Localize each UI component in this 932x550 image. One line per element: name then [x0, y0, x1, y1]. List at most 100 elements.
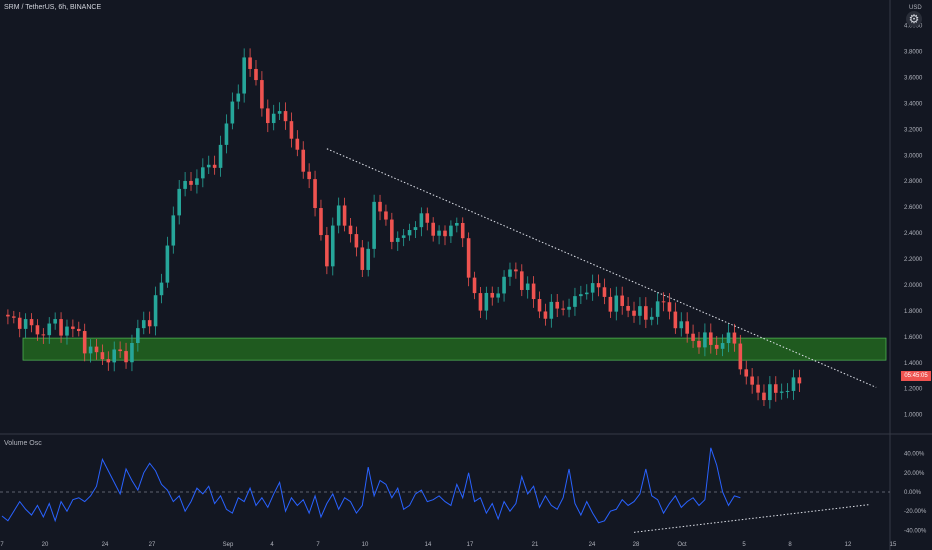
candle-body [271, 113, 276, 124]
candle-body [490, 292, 495, 298]
y-tick-label: 2.6000 [904, 205, 923, 211]
x-tick-label: 24 [589, 542, 596, 548]
candle-body [537, 299, 542, 312]
candle-body [360, 247, 365, 270]
x-tick-label: 20 [42, 542, 49, 548]
candle-body [348, 225, 353, 235]
candle-body [590, 283, 595, 293]
x-tick-label: 21 [532, 542, 539, 548]
candle-body [195, 178, 199, 185]
y-tick-label: 2.0000 [904, 283, 923, 289]
candle-body [519, 271, 524, 290]
x-tick-label: 24 [102, 542, 109, 548]
candle-body [242, 57, 246, 94]
osc-tick-label: 0.00% [904, 490, 922, 496]
candle-body [602, 287, 607, 297]
candle-body [614, 295, 619, 312]
candle-body [88, 346, 93, 354]
osc-tick-label: 20.00% [904, 471, 925, 477]
candle-body [573, 296, 577, 307]
candle-body [159, 282, 164, 296]
candle-body [472, 277, 477, 294]
candle-body [301, 149, 306, 172]
candle-body [744, 369, 749, 377]
volume-osc-line [1, 447, 741, 524]
candle-body [791, 377, 796, 391]
x-tick-label: 8 [788, 542, 792, 548]
candle-body [584, 292, 589, 295]
x-tick-label: 28 [633, 542, 640, 548]
x-tick-label: 10 [362, 542, 369, 548]
candle-body [407, 230, 412, 236]
candle-body [165, 245, 170, 283]
x-tick-label: 5 [742, 542, 746, 548]
candle-body [171, 215, 176, 246]
currency-label: USD [909, 5, 922, 11]
candle-body [525, 283, 530, 290]
candle-body [366, 248, 371, 270]
candle-body [608, 296, 613, 312]
candle-body [224, 123, 229, 145]
candle-body [136, 328, 140, 344]
x-tick-label: Sep [223, 542, 234, 548]
candle-body [531, 283, 536, 300]
candle-body [709, 332, 713, 345]
candle-body [626, 305, 630, 311]
candle-body [295, 138, 300, 150]
candle-body [785, 390, 790, 392]
candle-body [720, 343, 725, 349]
candle-body [183, 180, 187, 189]
candle-body [756, 384, 760, 393]
candle-body [130, 343, 134, 363]
x-tick-label: 4 [270, 542, 274, 548]
candle-body [431, 222, 435, 236]
candle-body [12, 316, 16, 318]
candle-body [313, 179, 317, 209]
candle-body [106, 359, 111, 363]
candle-body [555, 301, 560, 309]
candle-body [401, 235, 406, 238]
candle-body [390, 219, 394, 242]
candle-body [773, 384, 778, 393]
candle-body [449, 225, 453, 237]
candle-body [644, 306, 648, 320]
y-tick-label: 3.2000 [904, 127, 923, 133]
candle-body [218, 144, 223, 168]
candle-body [212, 164, 217, 168]
y-tick-label: 3.0000 [904, 153, 923, 159]
candle-body [76, 328, 81, 332]
y-tick-label: 1.2000 [904, 387, 923, 393]
candle-body [384, 211, 388, 220]
candle-body [413, 227, 418, 231]
candle-body [100, 352, 105, 360]
candle-body [277, 111, 282, 114]
candle-body [762, 392, 766, 401]
candle-body [455, 222, 459, 226]
symbol-title: SRM / TetherUS, 6h, BINANCE [4, 4, 102, 11]
candle-body [466, 238, 471, 278]
candle-body [330, 225, 335, 267]
candle-body [714, 344, 719, 349]
x-tick-label: 27 [149, 542, 156, 548]
candle-body [596, 283, 601, 288]
candle-body [750, 376, 754, 385]
indicator-title: Volume Osc [4, 440, 42, 447]
gear-icon[interactable]: ⚙ [906, 11, 922, 27]
candle-body [342, 205, 347, 226]
candle-body [638, 306, 642, 316]
candle-body [779, 391, 784, 393]
candle-body [177, 188, 181, 216]
candle-body [254, 68, 258, 81]
candle-body [567, 306, 571, 310]
candle-body [443, 230, 447, 237]
candle-body [6, 314, 10, 317]
candle-body [248, 57, 252, 69]
candle-body [496, 293, 500, 298]
support-zone [22, 337, 887, 361]
candle-body [307, 171, 311, 180]
candle-body [679, 321, 684, 329]
candle-body [649, 316, 654, 320]
candle-body [437, 230, 441, 236]
candle-body [703, 332, 707, 348]
